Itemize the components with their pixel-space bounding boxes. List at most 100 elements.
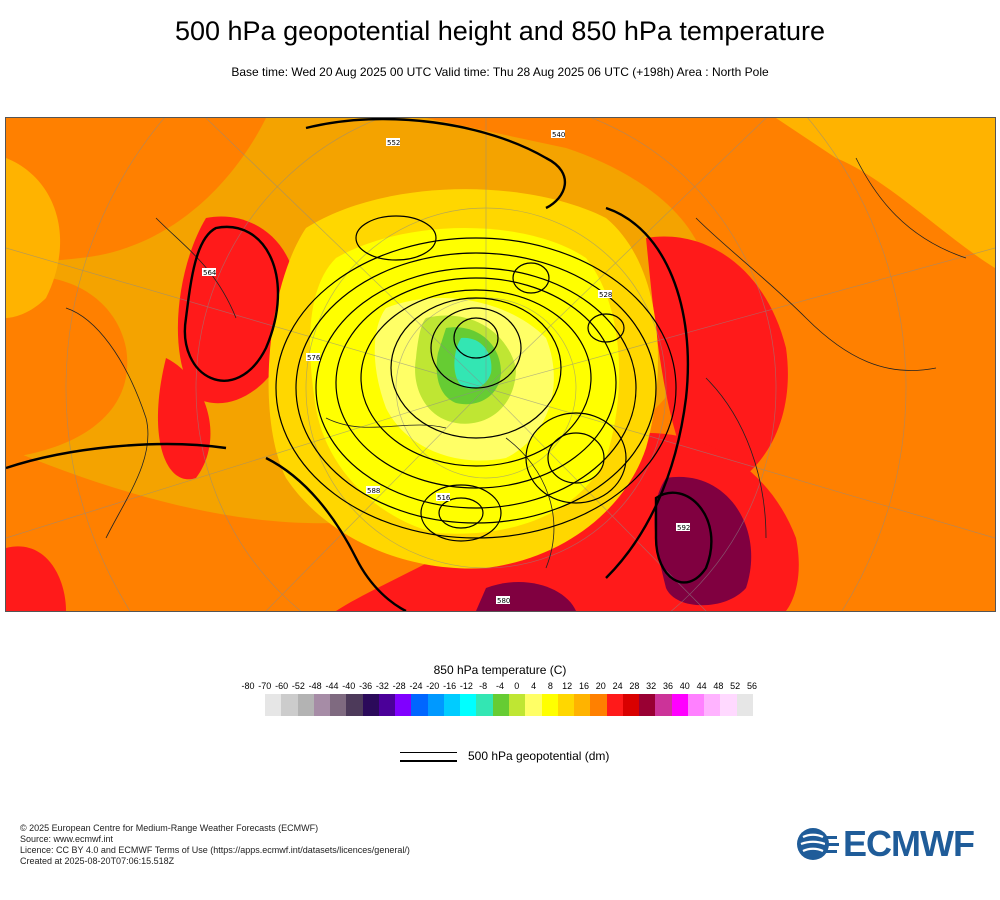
color-swatch [606, 694, 623, 716]
legend-tick-label: -52 [291, 681, 305, 691]
color-swatch [443, 694, 461, 716]
geopotential-contours [275, 215, 677, 542]
mild-region [6, 158, 61, 318]
legend-tick-label: 28 [629, 681, 640, 691]
legend-tick-label: 20 [595, 681, 606, 691]
created-text: Created at 2025-08-20T07:06:15.518Z [20, 856, 175, 866]
color-swatch [704, 694, 721, 716]
color-swatch [281, 694, 298, 716]
legend-tick-label: -32 [375, 681, 389, 691]
color-swatch [476, 694, 493, 716]
temperature-color-scale [265, 694, 753, 716]
licence-text: Licence: CC BY 4.0 and ECMWF Terms of Us… [20, 845, 410, 855]
color-swatch [687, 694, 705, 716]
color-swatch [655, 694, 672, 716]
legend-tick-label: 16 [578, 681, 590, 691]
geopotential-contours-bold [6, 118, 713, 611]
contour-line-sample [400, 752, 457, 753]
legend-tick-label: 44 [696, 681, 707, 691]
contour-label: 540 [552, 131, 565, 139]
color-swatch [297, 694, 314, 716]
contour-label: 552 [387, 139, 400, 147]
contour-label: 592 [677, 524, 690, 532]
contour-label: 580 [497, 597, 510, 605]
color-swatch [330, 694, 347, 716]
legend-tick-label: -36 [359, 681, 373, 691]
color-swatch [639, 694, 656, 716]
temperature-map: 564 576 552 540 528 516 588 592 580 [6, 118, 995, 611]
legend-tick-label: -4 [495, 681, 505, 691]
color-swatch [492, 694, 509, 716]
color-swatch [736, 694, 753, 716]
legend-tick-label: 32 [646, 681, 657, 691]
footer-credits: © 2025 European Centre for Medium-Range … [20, 823, 410, 867]
legend-tick-label: -70 [258, 681, 272, 691]
legend-tick-label: -80 [241, 681, 255, 691]
legend-tick-label: 8 [547, 681, 553, 691]
color-swatch [346, 694, 363, 716]
color-swatch [525, 694, 542, 716]
hot-region [157, 358, 211, 480]
color-swatch [622, 694, 640, 716]
legend-tick-label: 24 [612, 681, 623, 691]
color-swatch [508, 694, 526, 716]
color-swatch [541, 694, 558, 716]
legend-tick-label: -44 [325, 681, 339, 691]
contour-labels: 564 576 552 540 528 516 588 592 580 [202, 130, 690, 605]
contour-label: 588 [367, 487, 380, 495]
contour-label: 528 [599, 291, 612, 299]
legend-tick-label: -20 [426, 681, 440, 691]
source-text: Source: www.ecmwf.int [20, 834, 114, 844]
color-swatch [427, 694, 444, 716]
color-swatch [460, 694, 477, 716]
map-panel[interactable]: 564 576 552 540 528 516 588 592 580 [5, 117, 996, 612]
color-swatch [313, 694, 331, 716]
legend-tick-label: 36 [662, 681, 674, 691]
color-swatch [395, 694, 412, 716]
legend-tick-label: 40 [679, 681, 690, 691]
color-swatch [557, 694, 575, 716]
very-hot-region [654, 476, 752, 606]
mild-region [776, 118, 995, 268]
temperature-legend-ticks: -80 -70 -60 -52 -48 -44 -40 -36 -32 -28 -24 -20 -16-… [240, 681, 760, 693]
contour-line-sample-bold [400, 760, 457, 762]
legend-tick-label: 12 [562, 681, 573, 691]
hot-region [177, 216, 298, 404]
ecmwf-logo-icon [797, 828, 839, 860]
very-cold-region [454, 337, 492, 389]
legend-tick-label: -60 [275, 681, 289, 691]
legend-tick-label: -8 [479, 681, 488, 691]
legend-tick-label: 4 [531, 681, 537, 691]
legend-tick-label: -40 [342, 681, 356, 691]
legend-tick-label: -16 [443, 681, 457, 691]
legend-tick-label: -24 [409, 681, 423, 691]
color-swatch [720, 694, 737, 716]
legend-tick-label: 56 [746, 681, 758, 691]
color-swatch [265, 694, 282, 716]
legend-tick-label: -12 [459, 681, 473, 691]
color-swatch [590, 694, 607, 716]
coastlines [65, 157, 967, 569]
contour-label: 576 [307, 354, 321, 362]
ecmwf-logo-text: ECMWF [843, 823, 975, 864]
color-swatch [671, 694, 688, 716]
geopotential-legend: 500 hPa geopotential (dm) [400, 748, 700, 768]
temperature-legend-title: 850 hPa temperature (C) [433, 663, 567, 677]
hot-region [6, 546, 66, 611]
contour-label: 516 [437, 494, 451, 502]
copyright-text: © 2025 European Centre for Medium-Range … [20, 823, 319, 833]
legend-tick-label: 52 [730, 681, 741, 691]
legend-tick-label: 48 [713, 681, 724, 691]
color-swatch [362, 694, 379, 716]
contour-label: 564 [203, 269, 217, 277]
geopotential-legend-label: 500 hPa geopotential (dm) [468, 749, 610, 763]
color-swatch [574, 694, 591, 716]
color-swatch [378, 694, 396, 716]
legend-tick-label: 0 [514, 681, 520, 691]
legend-tick-label: -48 [308, 681, 322, 691]
page-title: 500 hPa geopotential height and 850 hPa … [174, 16, 825, 46]
color-swatch [411, 694, 428, 716]
page-subtitle: Base time: Wed 20 Aug 2025 00 UTC Valid … [231, 65, 769, 79]
legend-tick-label: -28 [392, 681, 406, 691]
ecmwf-logo: ECMWF [795, 823, 985, 864]
